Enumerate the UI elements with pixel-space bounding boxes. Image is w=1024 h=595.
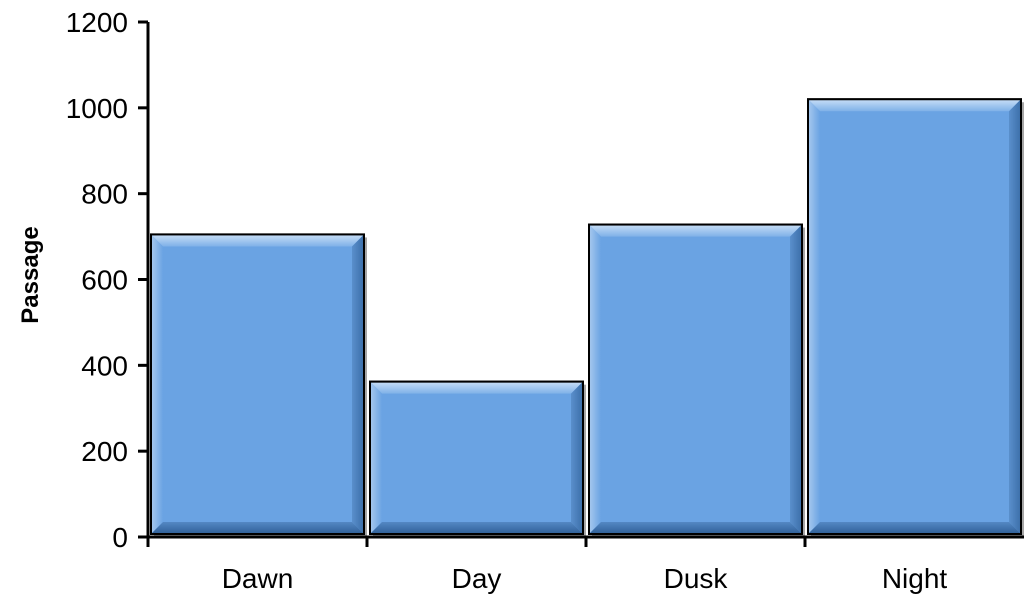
bar-outline xyxy=(807,98,1022,535)
bar-bevel-left xyxy=(808,99,820,534)
bar-bevel-left xyxy=(370,381,382,534)
y-axis-ticks: 0 200 400 600 800 1000 1200 xyxy=(66,7,148,553)
bar-outline xyxy=(150,233,365,535)
bar-face xyxy=(807,98,1022,535)
bar-face xyxy=(369,380,584,535)
bar-face xyxy=(150,233,365,535)
bar-night xyxy=(807,98,1024,537)
bars-group xyxy=(150,98,1024,538)
bar-bevel-right xyxy=(1009,99,1021,534)
y-tick-label: 800 xyxy=(81,179,128,210)
bar-bevel-top xyxy=(589,224,802,237)
bar-bevel-bottom xyxy=(151,522,364,534)
bar-outline xyxy=(369,380,584,535)
x-tick-label: Dawn xyxy=(222,563,294,594)
bar-bevel-right xyxy=(790,224,802,535)
bar-bevel-bottom xyxy=(808,522,1021,534)
y-tick-label: 200 xyxy=(81,436,128,467)
x-tick-label: Dusk xyxy=(664,563,729,594)
bar-bevel-left xyxy=(589,224,601,535)
bar-bevel-top xyxy=(370,381,583,394)
y-axis-label: Passage xyxy=(17,226,44,323)
bar-dawn xyxy=(150,233,367,537)
bar-bevel-right xyxy=(571,381,583,534)
bar-face xyxy=(588,223,803,535)
bar-bevel-top xyxy=(808,99,1021,112)
bar-bevel-left xyxy=(151,234,163,534)
bar-bevel-top xyxy=(151,234,364,247)
y-tick-label: 1000 xyxy=(66,93,128,124)
bar-outline xyxy=(588,223,803,535)
x-tick-label: Night xyxy=(882,563,948,594)
y-tick-label: 0 xyxy=(112,522,128,553)
bar-day xyxy=(369,380,586,537)
bar-bevel-right xyxy=(352,234,364,534)
y-tick-label: 600 xyxy=(81,265,128,296)
y-tick-label: 400 xyxy=(81,350,128,381)
bar-bevel-bottom xyxy=(589,522,802,534)
bar-dusk xyxy=(588,223,805,538)
y-tick-label: 1200 xyxy=(66,7,128,38)
x-axis-ticks: Dawn Day Dusk Night xyxy=(146,537,948,594)
x-tick-label: Day xyxy=(452,563,502,594)
bar-bevel-bottom xyxy=(370,522,583,534)
